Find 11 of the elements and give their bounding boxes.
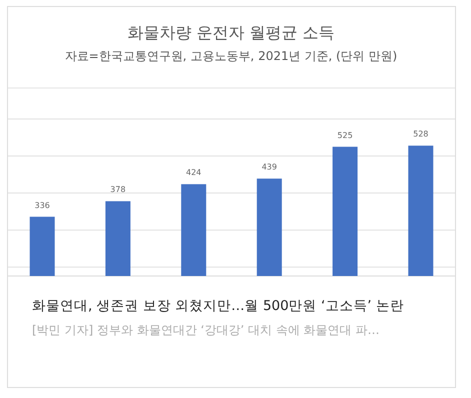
data-label: 525 — [337, 130, 353, 140]
data-label: 528 — [413, 130, 428, 139]
title: 화물차량 운전자 월평균 소득 — [127, 23, 335, 42]
data-label: 424 — [186, 168, 202, 178]
data-label: 378 — [110, 185, 126, 194]
data-label: 439 — [262, 162, 277, 172]
snippet: [박민 기자] 정부와 화물연대간 ‘강대강’ 대치 속에 화물연대 파… — [32, 323, 380, 337]
subtitle: 자료=한국교통연구원, 고용노동부, 2021년 기준, (단위 만원) — [64, 49, 398, 63]
data-label: 336 — [34, 200, 50, 210]
headline: 화물연대, 생존권 보장 외쳤지만…월 500만원 ‘고소득’ 논란 — [32, 298, 404, 314]
plot: 336 378 424 439 525 528 — [8, 88, 456, 276]
